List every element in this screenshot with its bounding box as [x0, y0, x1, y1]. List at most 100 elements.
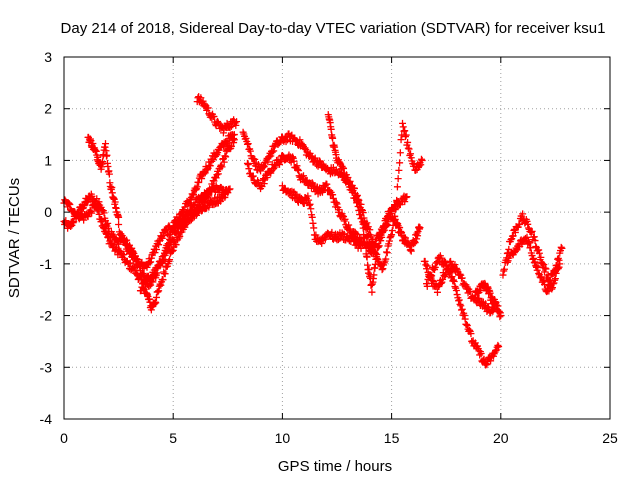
data-point [222, 190, 230, 198]
data-point [441, 257, 449, 265]
data-point [538, 260, 546, 268]
data-point [230, 134, 238, 142]
data-point [151, 270, 159, 278]
data-point [103, 151, 111, 159]
data-point [259, 163, 267, 171]
data-point [218, 163, 226, 171]
data-point [534, 262, 542, 270]
data-point [89, 140, 97, 148]
data-point [385, 237, 393, 245]
data-point [259, 162, 267, 170]
data-point [443, 261, 451, 269]
data-point [274, 140, 282, 148]
data-point [219, 129, 227, 137]
data-point [138, 283, 146, 291]
data-point [222, 153, 230, 161]
data-point [527, 244, 535, 252]
data-point [157, 281, 165, 289]
data-point [172, 227, 180, 235]
data-point [548, 284, 556, 292]
data-point [304, 192, 312, 200]
data-point [203, 192, 211, 200]
data-point [393, 196, 401, 204]
data-point [95, 198, 103, 206]
data-point [200, 194, 208, 202]
data-point [451, 261, 459, 269]
data-point [452, 264, 460, 272]
data-point [107, 239, 115, 247]
data-point [309, 219, 317, 227]
data-point [557, 243, 565, 251]
data-point [213, 171, 221, 179]
data-point [332, 199, 340, 207]
data-point [120, 236, 128, 244]
data-point [233, 118, 241, 126]
data-point [341, 215, 349, 223]
x-tick-label: 5 [169, 430, 177, 446]
data-point [527, 228, 535, 236]
data-point [154, 288, 162, 296]
data-point [164, 246, 172, 254]
data-point [212, 150, 220, 158]
plot-frame [63, 56, 611, 420]
data-point [549, 280, 557, 288]
x-tick-label: 25 [602, 430, 618, 446]
data-point [525, 239, 533, 247]
data-point [159, 276, 167, 284]
data-point [66, 200, 74, 208]
data-point [530, 233, 538, 241]
data-point [530, 254, 538, 262]
data-point [345, 221, 353, 229]
data-point [458, 274, 466, 282]
data-point [422, 261, 430, 269]
data-point [535, 246, 543, 254]
data-point [220, 158, 228, 166]
data-point [447, 267, 455, 275]
data-point [210, 113, 218, 121]
data-point [293, 162, 301, 170]
x-tick-label: 15 [384, 430, 400, 446]
data-point [125, 244, 133, 252]
data-point [139, 284, 147, 292]
data-point [260, 163, 268, 171]
y-tick-label: -1 [40, 256, 53, 272]
data-point [554, 255, 562, 263]
data-point [402, 193, 410, 201]
series-arc-13 [423, 252, 503, 369]
data-point [368, 288, 376, 296]
data-point [120, 251, 128, 259]
data-point [463, 322, 471, 330]
data-point [105, 170, 113, 178]
data-point [192, 186, 200, 194]
data-point [391, 215, 399, 223]
data-point [404, 144, 412, 152]
data-point [476, 351, 484, 359]
data-point [305, 196, 313, 204]
data-point [352, 194, 360, 202]
data-point [428, 272, 436, 280]
data-point [270, 143, 278, 151]
data-point [251, 155, 259, 163]
data-point [528, 227, 536, 235]
data-point [540, 280, 548, 288]
y-tick-label: -2 [40, 308, 53, 324]
data-point [143, 263, 151, 271]
data-point [516, 220, 524, 228]
series-arc-5 [84, 133, 123, 221]
data-point [242, 134, 250, 142]
data-point [102, 221, 110, 229]
series-arc-16 [503, 233, 564, 296]
data-point [486, 289, 494, 297]
data-point [530, 259, 538, 267]
data-point [152, 299, 160, 307]
data-point [401, 198, 409, 206]
data-point [456, 300, 464, 308]
data-point [375, 242, 383, 250]
data-point [290, 157, 298, 165]
data-point [551, 275, 559, 283]
data-point [227, 122, 235, 130]
data-point [449, 276, 457, 284]
data-point [487, 357, 495, 365]
data-point [249, 155, 257, 163]
data-point [215, 197, 223, 205]
